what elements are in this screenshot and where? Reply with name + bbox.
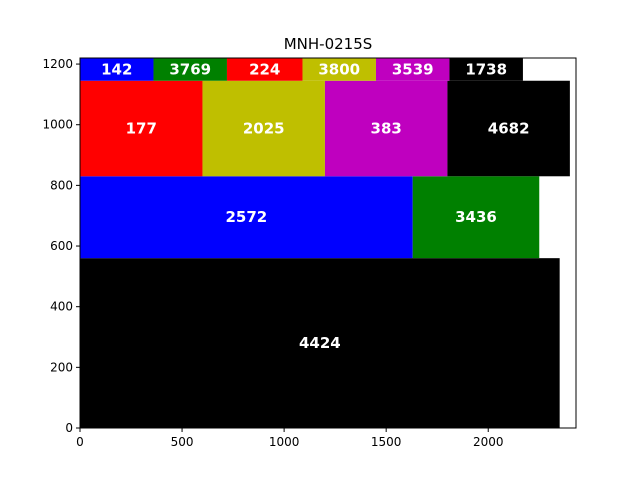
treemap-rect-3769 [153,58,227,81]
x-tick-label: 2000 [473,435,504,449]
plot-area: 4424 2572 3436 177 2025 383 4682 142 3769 224 3800… [80,58,570,428]
rect-label-3800: 3800 [318,60,360,78]
treemap-rect-4682 [447,80,570,177]
rect-label-2572: 2572 [225,208,267,226]
treemap-rect-3539 [375,58,450,81]
treemap-rect-383 [324,80,448,177]
treemap-rect-2572 [80,176,413,259]
rect-label-2025: 2025 [243,120,285,138]
rect-label-1738: 1738 [465,60,507,78]
rect-label-177: 177 [126,120,157,138]
rect-label-224: 224 [249,60,280,78]
axes-frame [79,57,577,429]
treemap-rect-177 [80,80,203,177]
rect-label-3769: 3769 [169,60,211,78]
y-tick-label: 600 [50,239,73,253]
treemap-rect-4424 [80,258,560,428]
treemap-rect-3800 [302,58,376,81]
x-tick-label: 500 [171,435,194,449]
treemap-rect-142 [80,58,154,81]
rect-label-4682: 4682 [488,120,530,138]
rect-label-383: 383 [371,120,402,138]
y-tick-label: 0 [65,421,73,435]
y-tick-label: 400 [50,300,73,314]
y-tick-label: 200 [50,360,73,374]
treemap-rect-224 [226,58,303,81]
axes: 0 500 1000 1500 2000 0 200 400 600 800 1000 1200 [42,57,577,449]
chart-title: MNH-0215S [284,35,373,53]
x-tick-label: 1000 [269,435,300,449]
x-tick-label: 0 [76,435,84,449]
treemap-rect-2025 [202,80,325,177]
x-tick-label: 1500 [371,435,402,449]
rect-label-4424: 4424 [299,334,341,352]
y-tick-label: 800 [50,178,73,192]
rect-label-3436: 3436 [455,208,497,226]
treemap-rect-1738 [449,58,523,81]
treemap-rect-3436 [412,176,540,259]
rect-label-3539: 3539 [392,60,434,78]
rect-label-142: 142 [101,60,132,78]
y-tick-label: 1000 [42,118,73,132]
y-tick-label: 1200 [42,57,73,71]
